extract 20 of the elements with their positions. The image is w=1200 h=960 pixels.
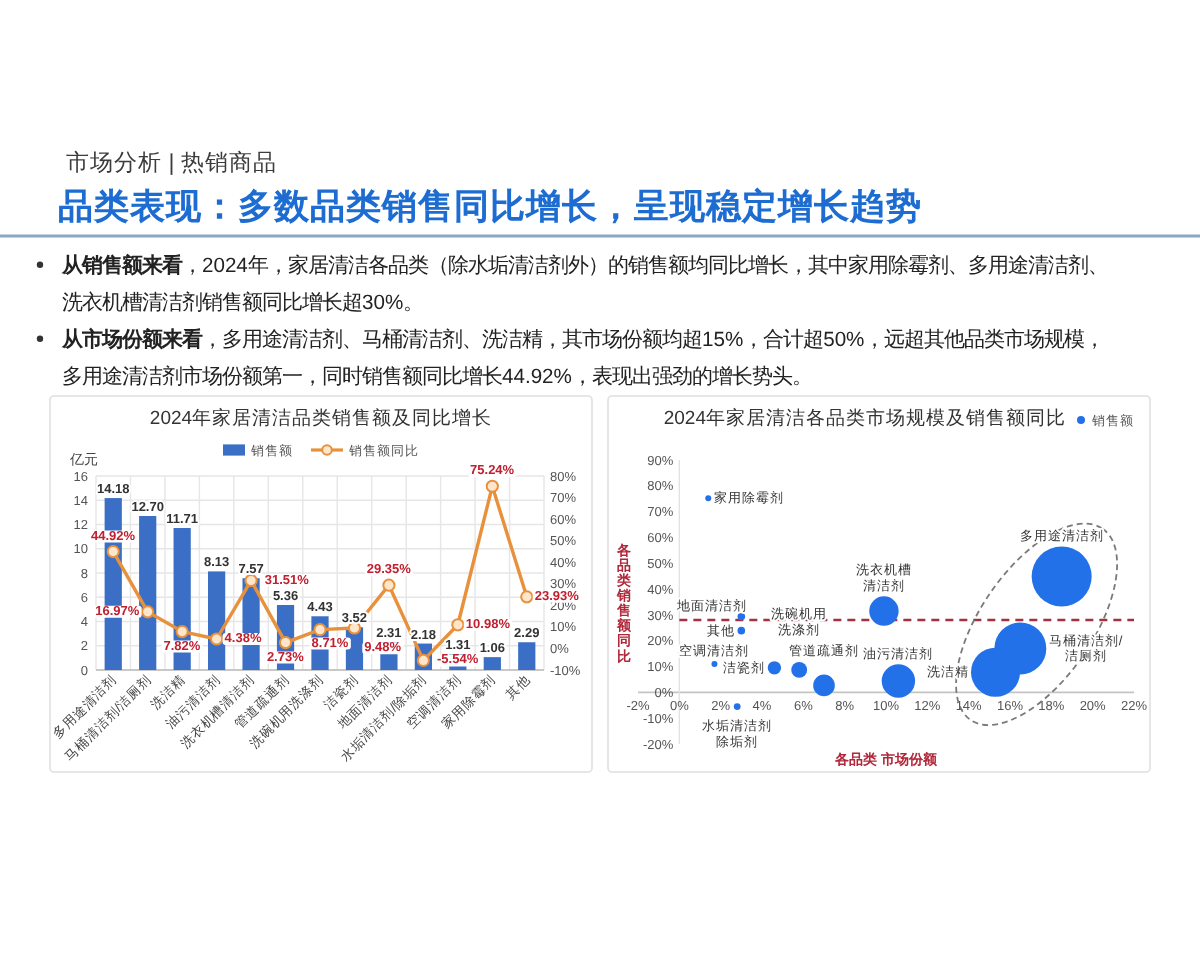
bar — [518, 642, 536, 670]
bar — [139, 516, 157, 670]
point — [520, 590, 534, 604]
bar — [483, 657, 501, 670]
chart-title: 2024年家居清洁各品类市场规模及销售额同比 — [663, 406, 1067, 430]
text: 从销售额来看，2024年，家居清洁各品类（除水垢清洁剂外）的销售额均同比增长，其中家用除霉剂、多用途清洁剂、洗衣机槽清洁剂销售额同比增长超30%。 — [60, 254, 1108, 315]
point — [382, 578, 396, 592]
point — [313, 623, 327, 637]
point — [141, 605, 155, 619]
text: 市场分析 | 热销商品 — [66, 148, 277, 176]
point — [278, 635, 293, 650]
point — [106, 545, 120, 559]
text: 品类表现：多数品类销售同比增长，呈现稳定增长趋势 — [58, 186, 922, 226]
point — [210, 632, 224, 646]
point — [244, 573, 258, 588]
point — [451, 618, 465, 632]
point — [175, 624, 189, 639]
text: 从市场份额来看，多用途清洁剂、马桶清洁剂、洗洁精，其市场份额均超15%，合计超50%，远超其他品类市场规模，多用途清洁剂市场份额第一，同时销售额同比增长44.92%，表现出强劲的增长势头。 — [60, 328, 1105, 389]
chart-title: 2024年家居清洁品类销售额及同比增长 — [149, 406, 493, 430]
point — [485, 479, 499, 493]
